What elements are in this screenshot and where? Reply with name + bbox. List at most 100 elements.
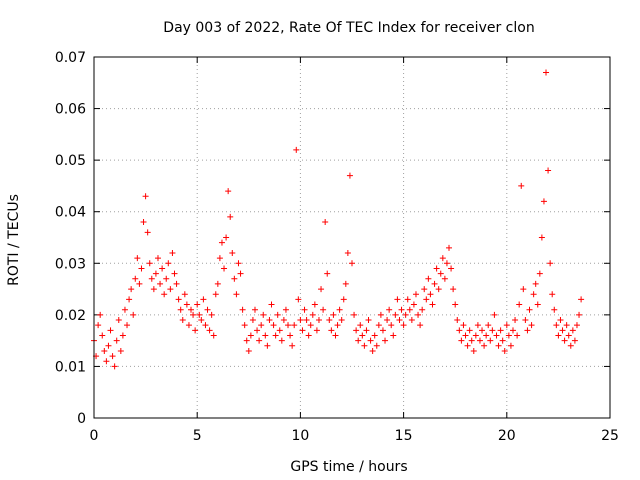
data-point: [305, 332, 312, 339]
data-point: [169, 249, 176, 256]
data-point: [507, 342, 514, 349]
data-point: [481, 342, 488, 349]
data-point: [342, 280, 349, 287]
data-point: [227, 213, 234, 220]
data-point: [214, 280, 221, 287]
data-point: [448, 265, 455, 272]
data-point: [456, 327, 463, 334]
data-point: [103, 358, 110, 365]
data-point: [161, 291, 168, 298]
data-point: [429, 301, 436, 308]
data-point: [353, 327, 360, 334]
data-point: [256, 337, 263, 344]
data-point: [543, 69, 550, 76]
data-point: [177, 306, 184, 313]
data-point: [536, 270, 543, 277]
data-point: [332, 332, 339, 339]
data-point: [243, 337, 250, 344]
data-point: [493, 332, 500, 339]
data-point: [188, 306, 195, 313]
data-point: [367, 337, 374, 344]
data-point: [251, 306, 258, 313]
data-point: [551, 306, 558, 313]
data-point: [97, 311, 104, 318]
data-point: [206, 327, 213, 334]
data-point: [115, 317, 122, 324]
data-point: [181, 291, 188, 298]
data-point: [167, 286, 174, 293]
data-point: [210, 332, 217, 339]
data-point: [390, 332, 397, 339]
data-point: [200, 296, 207, 303]
data-point: [355, 337, 362, 344]
data-point: [303, 317, 310, 324]
data-point: [505, 332, 512, 339]
data-point: [365, 317, 372, 324]
data-point: [425, 275, 432, 282]
data-point: [423, 296, 430, 303]
data-point: [99, 332, 106, 339]
data-point: [159, 265, 166, 272]
data-point: [514, 332, 521, 339]
data-point: [522, 317, 529, 324]
data-point: [324, 270, 331, 277]
data-point: [218, 239, 225, 246]
y-tick-label: 0.01: [55, 359, 86, 375]
data-point: [379, 327, 386, 334]
data-point: [404, 296, 411, 303]
data-point: [194, 301, 201, 308]
data-point: [192, 327, 199, 334]
data-point: [276, 327, 283, 334]
data-point: [497, 327, 504, 334]
x-axis-ticks: 0 5 10 15 20 25: [90, 57, 619, 444]
data-point: [450, 286, 457, 293]
data-point: [270, 322, 277, 329]
data-point: [138, 265, 145, 272]
data-point: [491, 311, 498, 318]
x-tick-label: 10: [291, 428, 309, 444]
data-point: [371, 332, 378, 339]
y-axis-title: ROTI / TECUs: [6, 194, 22, 286]
data-point: [406, 306, 413, 313]
data-point: [119, 332, 126, 339]
data-point: [95, 322, 102, 329]
data-point: [419, 306, 426, 313]
data-point: [237, 270, 244, 277]
data-point: [363, 327, 370, 334]
data-point: [392, 311, 399, 318]
data-point: [307, 322, 314, 329]
data-point: [152, 270, 159, 277]
data-point: [260, 311, 267, 318]
plot-frame: [93, 56, 611, 419]
data-point: [402, 311, 409, 318]
x-axis-title: GPS time / hours: [290, 459, 407, 475]
data-point: [388, 322, 395, 329]
data-point: [532, 280, 539, 287]
data-point: [509, 327, 516, 334]
data-point: [433, 265, 440, 272]
data-point: [361, 342, 368, 349]
data-point: [274, 311, 281, 318]
y-tick-label: 0.07: [55, 50, 86, 66]
chart-title: Day 003 of 2022, Rate Of TEC Index for r…: [163, 20, 534, 36]
data-point: [301, 306, 308, 313]
data-point: [437, 270, 444, 277]
data-point: [540, 198, 547, 205]
data-point: [555, 332, 562, 339]
data-point: [117, 347, 124, 354]
data-point: [328, 327, 335, 334]
data-point: [479, 327, 486, 334]
data-point: [495, 342, 502, 349]
data-point: [249, 317, 256, 324]
data-point: [377, 311, 384, 318]
data-point: [175, 296, 182, 303]
data-point: [369, 347, 376, 354]
data-point: [121, 306, 128, 313]
y-tick-label: 0.05: [55, 153, 86, 169]
data-point: [470, 347, 477, 354]
data-point: [202, 322, 209, 329]
data-point: [212, 291, 219, 298]
data-point: [528, 322, 535, 329]
data-point: [553, 322, 560, 329]
data-point: [472, 332, 479, 339]
